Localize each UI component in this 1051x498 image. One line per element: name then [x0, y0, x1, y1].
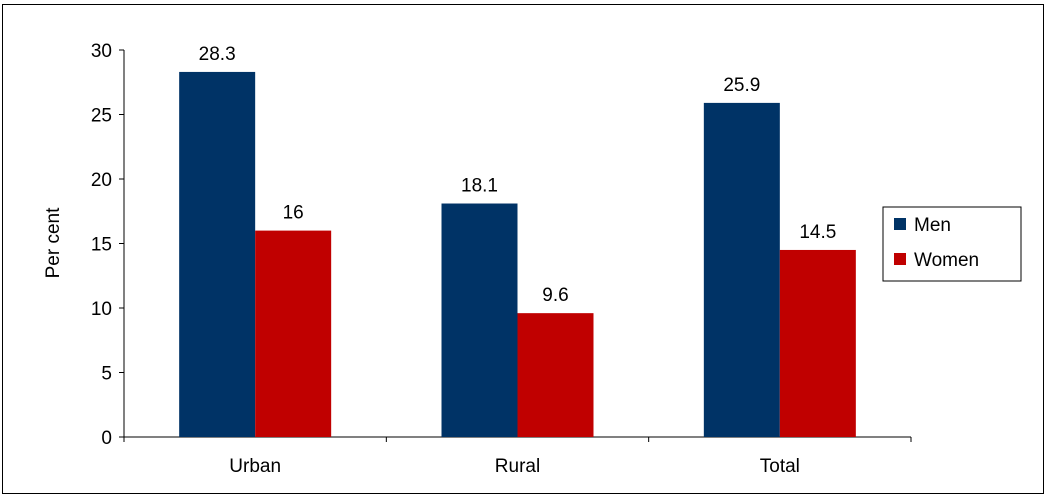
legend: Men Women: [882, 206, 1022, 282]
y-tick-label: 25: [91, 106, 112, 127]
bar-men-urban: [179, 71, 256, 438]
data-label: 16: [283, 203, 304, 224]
y-axis: 0 5 10 15 20 25 30: [91, 41, 125, 449]
data-label: 18.1: [461, 176, 498, 197]
y-tick-label: 20: [91, 170, 112, 191]
y-tick-label: 10: [91, 299, 112, 320]
data-labels: 28.3 16 18.1 9.6 25.9 14.5: [199, 44, 837, 306]
x-axis: Urban Rural Total: [123, 436, 912, 477]
legend-label-women: Women: [914, 250, 979, 271]
y-tick-label: 30: [91, 41, 112, 62]
data-label: 9.6: [542, 285, 568, 306]
legend-swatch-women: [894, 253, 906, 265]
y-tick-label: 5: [101, 364, 112, 385]
y-tick-label: 15: [91, 235, 112, 256]
data-label: 28.3: [199, 44, 236, 65]
y-axis-label: Per cent: [43, 207, 64, 278]
x-tick-label: Rural: [495, 456, 540, 477]
x-tick-label: Total: [760, 456, 800, 477]
legend-label-men: Men: [914, 215, 951, 236]
legend-swatch-men: [894, 218, 906, 230]
bar-men-rural: [441, 203, 518, 437]
data-label: 25.9: [723, 75, 760, 96]
bar-women-total: [779, 249, 856, 437]
bar-men-total: [703, 102, 780, 437]
bar-women-urban: [255, 230, 332, 437]
data-label: 14.5: [799, 222, 836, 243]
bar-women-rural: [517, 313, 594, 437]
y-tick-label: 0: [101, 428, 112, 449]
bars: [179, 71, 856, 438]
x-tick-label: Urban: [229, 456, 281, 477]
